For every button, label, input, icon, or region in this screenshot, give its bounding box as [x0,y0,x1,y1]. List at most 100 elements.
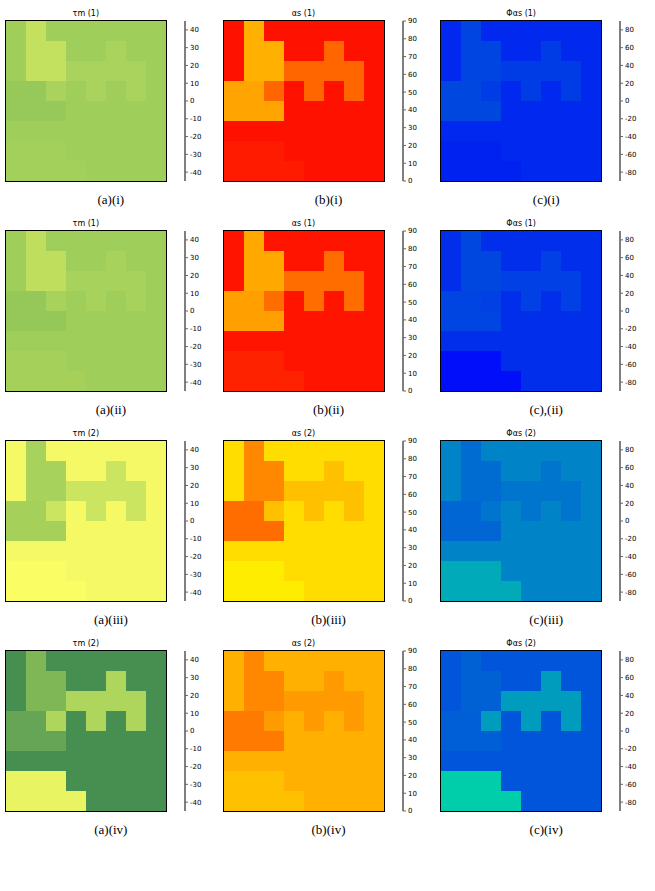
svg-text:0: 0 [190,727,194,735]
svg-text:0: 0 [625,727,629,735]
svg-text:-30: -30 [190,151,201,159]
svg-text:-80: -80 [625,169,636,177]
svg-text:10: 10 [190,80,199,88]
svg-text:20: 20 [625,500,634,508]
svg-text:50: 50 [408,719,417,727]
svg-text:-40: -40 [625,763,636,771]
svg-text:0: 0 [408,387,412,395]
svg-text:0: 0 [190,307,194,315]
svg-text:-40: -40 [625,133,636,141]
svg-text:0: 0 [190,97,194,105]
svg-text:20: 20 [190,482,199,490]
svg-text:-10: -10 [190,325,201,333]
svg-text:-10: -10 [190,535,201,543]
svg-text:60: 60 [625,674,634,682]
svg-text:90: 90 [408,647,417,655]
svg-text:60: 60 [408,71,417,79]
svg-text:30: 30 [408,544,417,552]
svg-text:70: 70 [408,683,417,691]
svg-text:20: 20 [408,772,417,780]
svg-text:40: 40 [408,106,417,114]
svg-text:90: 90 [408,17,417,25]
svg-text:0: 0 [408,597,412,605]
svg-text:-60: -60 [625,781,636,789]
svg-text:40: 40 [408,316,417,324]
svg-text:-20: -20 [190,553,201,561]
svg-text:-30: -30 [190,361,201,369]
svg-text:0: 0 [625,97,629,105]
svg-text:-40: -40 [625,343,636,351]
svg-text:10: 10 [408,790,417,798]
svg-text:30: 30 [190,674,199,682]
svg-text:40: 40 [625,692,634,700]
svg-text:20: 20 [625,80,634,88]
svg-text:-40: -40 [190,379,201,387]
svg-text:60: 60 [408,491,417,499]
svg-text:-30: -30 [190,781,201,789]
svg-text:30: 30 [190,44,199,52]
svg-text:20: 20 [408,352,417,360]
svg-text:20: 20 [190,62,199,70]
svg-text:0: 0 [625,307,629,315]
svg-text:30: 30 [408,334,417,342]
svg-text:40: 40 [190,26,199,34]
svg-text:60: 60 [408,701,417,709]
svg-text:-40: -40 [190,799,201,807]
svg-text:-60: -60 [625,361,636,369]
svg-text:-80: -80 [625,379,636,387]
svg-text:30: 30 [190,464,199,472]
svg-text:20: 20 [190,692,199,700]
svg-text:0: 0 [625,517,629,525]
svg-text:30: 30 [408,754,417,762]
svg-text:30: 30 [190,254,199,262]
svg-text:-40: -40 [625,553,636,561]
svg-text:-20: -20 [190,343,201,351]
svg-text:30: 30 [408,124,417,132]
svg-text:80: 80 [408,245,417,253]
svg-text:20: 20 [408,142,417,150]
svg-text:40: 40 [625,482,634,490]
svg-text:0: 0 [408,177,412,185]
svg-text:-60: -60 [625,151,636,159]
svg-text:80: 80 [625,446,634,454]
svg-text:10: 10 [190,500,199,508]
svg-text:-80: -80 [625,589,636,597]
svg-text:-10: -10 [190,115,201,123]
svg-text:10: 10 [408,160,417,168]
svg-text:-80: -80 [625,799,636,807]
svg-text:40: 40 [408,526,417,534]
svg-text:-30: -30 [190,571,201,579]
svg-text:-40: -40 [190,169,201,177]
svg-text:40: 40 [625,62,634,70]
svg-text:40: 40 [190,236,199,244]
svg-text:10: 10 [190,290,199,298]
svg-text:40: 40 [625,272,634,280]
svg-text:60: 60 [625,254,634,262]
svg-text:50: 50 [408,509,417,517]
svg-text:10: 10 [190,710,199,718]
svg-text:80: 80 [625,236,634,244]
svg-text:-40: -40 [190,589,201,597]
svg-text:90: 90 [408,227,417,235]
svg-text:-20: -20 [190,763,201,771]
svg-text:70: 70 [408,473,417,481]
svg-text:-20: -20 [625,115,636,123]
svg-text:0: 0 [190,517,194,525]
svg-text:-20: -20 [625,535,636,543]
svg-text:70: 70 [408,53,417,61]
svg-text:60: 60 [625,44,634,52]
svg-text:80: 80 [408,35,417,43]
svg-text:70: 70 [408,263,417,271]
svg-text:20: 20 [408,562,417,570]
svg-text:50: 50 [408,89,417,97]
svg-text:10: 10 [408,370,417,378]
svg-text:-20: -20 [625,325,636,333]
svg-text:-10: -10 [190,745,201,753]
svg-text:10: 10 [408,580,417,588]
svg-text:-20: -20 [190,133,201,141]
svg-text:20: 20 [190,272,199,280]
svg-text:60: 60 [408,281,417,289]
svg-text:80: 80 [625,656,634,664]
svg-text:80: 80 [408,455,417,463]
svg-text:0: 0 [408,807,412,815]
